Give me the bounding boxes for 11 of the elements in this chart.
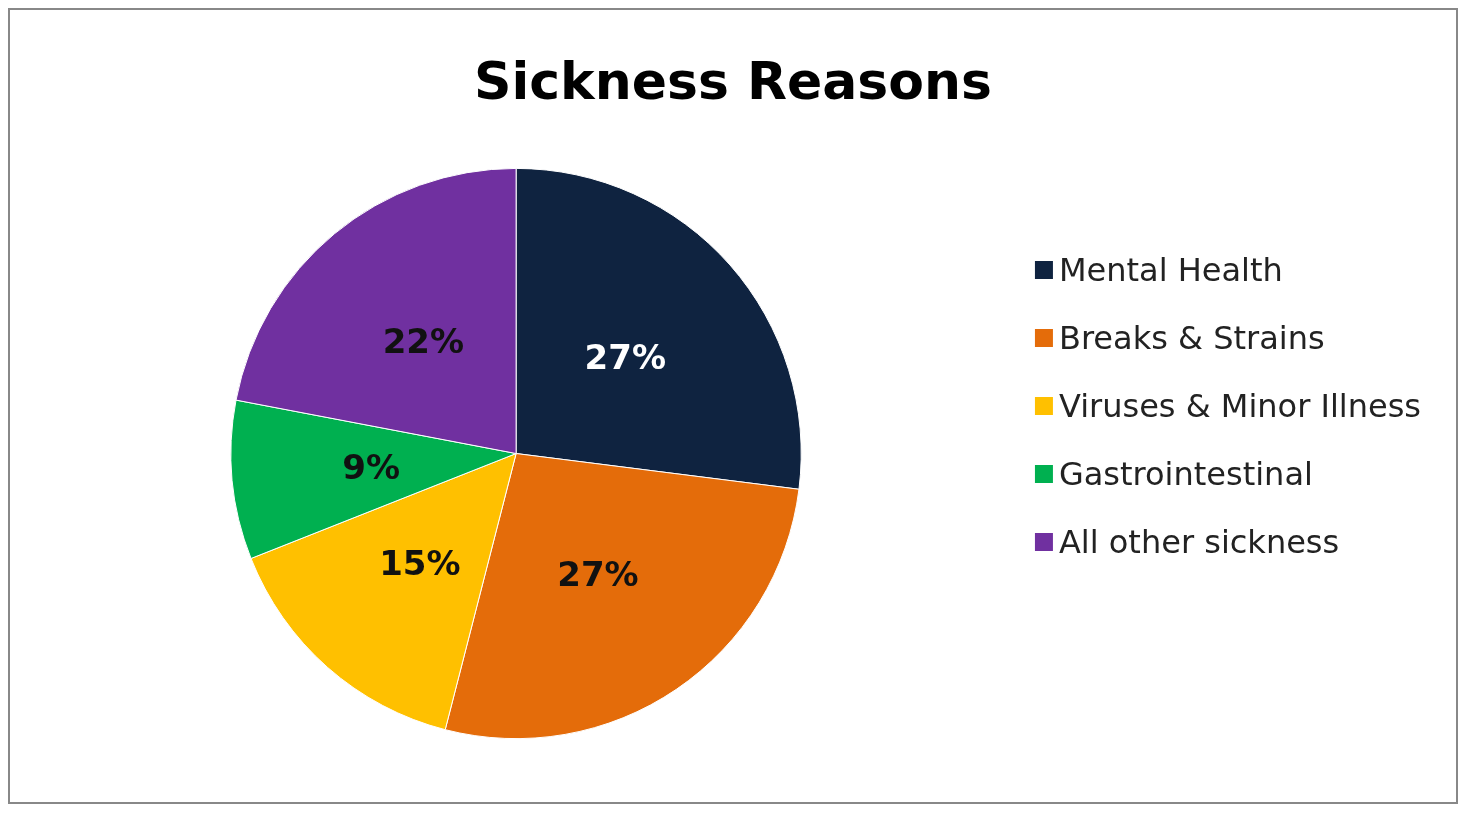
data-label: 27% (584, 337, 666, 378)
chart-title: Sickness Reasons (473, 51, 993, 111)
data-label: 27% (557, 553, 639, 594)
data-label: 22% (382, 321, 465, 362)
data-label: 15% (379, 542, 461, 583)
legend-label: Mental Health (1058, 251, 1283, 289)
legend-label: Breaks & Strains (1058, 319, 1325, 357)
data-label: 9% (342, 447, 401, 488)
legend-label: Viruses & Minor Illness (1058, 387, 1421, 425)
legend-label: All other sickness (1058, 523, 1340, 561)
legend-label: Gastrointestinal (1058, 455, 1313, 493)
